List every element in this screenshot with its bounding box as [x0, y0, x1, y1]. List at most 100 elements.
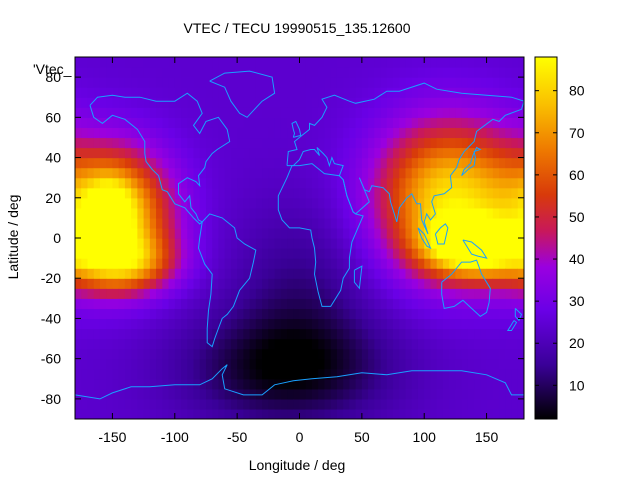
heat-cell [374, 258, 382, 269]
heat-cell [143, 408, 151, 419]
heat-cell [156, 248, 163, 259]
heat-cell [287, 177, 294, 189]
heat-cell [143, 87, 151, 98]
heat-cell [230, 248, 238, 259]
heat-cell [93, 338, 101, 350]
heat-cell [318, 227, 326, 239]
heat-cell [330, 117, 338, 128]
heat-cell [393, 57, 400, 68]
heat-cell [293, 248, 301, 259]
heat-cell [131, 137, 138, 149]
heat-cell [361, 288, 369, 299]
heat-cell [474, 227, 481, 239]
heat-cell [343, 197, 350, 209]
heat-cell [212, 398, 220, 410]
heat-cell [474, 278, 481, 289]
heat-cell [149, 398, 157, 410]
heat-cell [474, 127, 481, 139]
heat-cell [131, 187, 138, 199]
heat-cell [405, 127, 413, 139]
heat-cell [218, 217, 226, 229]
heat-cell [318, 358, 326, 370]
heat-cell [162, 67, 170, 78]
heat-cell [293, 338, 301, 350]
heat-cell [249, 278, 257, 289]
heat-cell [505, 97, 513, 108]
heat-cell [380, 147, 388, 159]
heat-cell [280, 117, 288, 128]
heat-cell [212, 368, 220, 380]
heat-cell [243, 268, 251, 279]
heat-cell [112, 278, 120, 289]
heat-cell [112, 137, 120, 149]
heat-cell [168, 248, 176, 259]
heat-cell [517, 227, 524, 239]
heat-cell [324, 328, 332, 340]
heat-cell [386, 117, 394, 128]
heat-cell [430, 378, 438, 390]
heat-cell [87, 338, 95, 350]
heat-cell [237, 318, 244, 330]
heat-cell [93, 77, 101, 88]
heat-cell [499, 378, 506, 390]
heat-cell [162, 197, 170, 209]
heat-cell [75, 147, 82, 159]
heat-cell [455, 177, 463, 189]
heat-cell [499, 57, 506, 68]
heat-cell [93, 398, 101, 410]
heat-cell [499, 368, 506, 380]
heat-cell [131, 348, 138, 360]
heat-cell [324, 227, 332, 239]
heat-cell [205, 278, 213, 289]
heat-cell [492, 398, 500, 410]
heat-cell [349, 147, 357, 159]
heat-cell [106, 167, 114, 179]
heat-cell [374, 328, 382, 340]
heat-cell [311, 217, 319, 229]
heat-cell [280, 67, 288, 78]
heat-cell [112, 57, 120, 68]
heat-cell [187, 97, 195, 108]
heat-cell [361, 408, 369, 419]
heat-cell [330, 398, 338, 410]
heat-cell [230, 398, 238, 410]
heat-cell [149, 87, 157, 98]
heat-cell [417, 408, 425, 419]
heat-cell [112, 328, 120, 340]
heat-cell [255, 177, 263, 189]
heat-cell [149, 258, 157, 269]
heat-cell [474, 177, 481, 189]
heat-cell [118, 137, 126, 149]
heat-cell [106, 127, 114, 139]
heat-cell [480, 227, 488, 239]
heat-cell [274, 298, 282, 309]
heat-cell [87, 157, 95, 169]
heat-cell [486, 197, 494, 209]
heat-cell [505, 67, 513, 78]
heat-cell [430, 67, 438, 78]
heat-cell [311, 117, 319, 128]
heat-cell [205, 117, 213, 128]
heat-cell [262, 147, 269, 159]
heat-cell [93, 288, 101, 299]
heat-cell [106, 368, 114, 380]
heat-cell [162, 167, 170, 179]
heat-cell [305, 77, 313, 88]
heat-cell [474, 318, 481, 330]
heat-cell [405, 308, 413, 320]
heat-cell [143, 278, 151, 289]
heat-cell [336, 227, 344, 239]
heat-cell [299, 197, 307, 209]
heat-cell [517, 187, 524, 199]
heat-cell [299, 258, 307, 269]
heat-cell [199, 167, 207, 179]
heat-cell [174, 167, 182, 179]
heat-cell [324, 368, 332, 380]
heat-cell [280, 207, 288, 219]
heat-cell [318, 338, 326, 350]
heat-cell [424, 157, 432, 169]
heat-cell [243, 97, 251, 108]
heat-cell [511, 77, 519, 88]
heat-cell [181, 388, 188, 400]
heat-cell [517, 87, 524, 98]
